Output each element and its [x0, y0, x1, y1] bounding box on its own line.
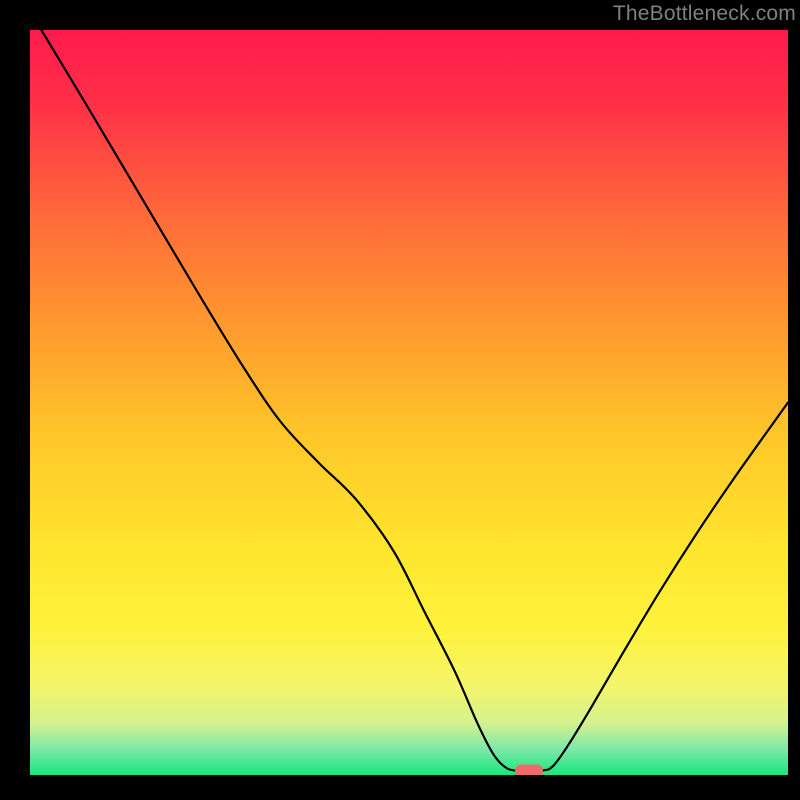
- border-right: [788, 0, 800, 800]
- chart-root: TheBottleneck.com: [0, 0, 800, 800]
- curve-layer: [30, 30, 788, 775]
- watermark-text: TheBottleneck.com: [613, 2, 796, 26]
- plot-area: [30, 30, 788, 775]
- border-left: [0, 0, 30, 800]
- border-bottom: [0, 775, 800, 800]
- minimum-marker: [515, 764, 543, 775]
- bottleneck-curve: [41, 30, 788, 771]
